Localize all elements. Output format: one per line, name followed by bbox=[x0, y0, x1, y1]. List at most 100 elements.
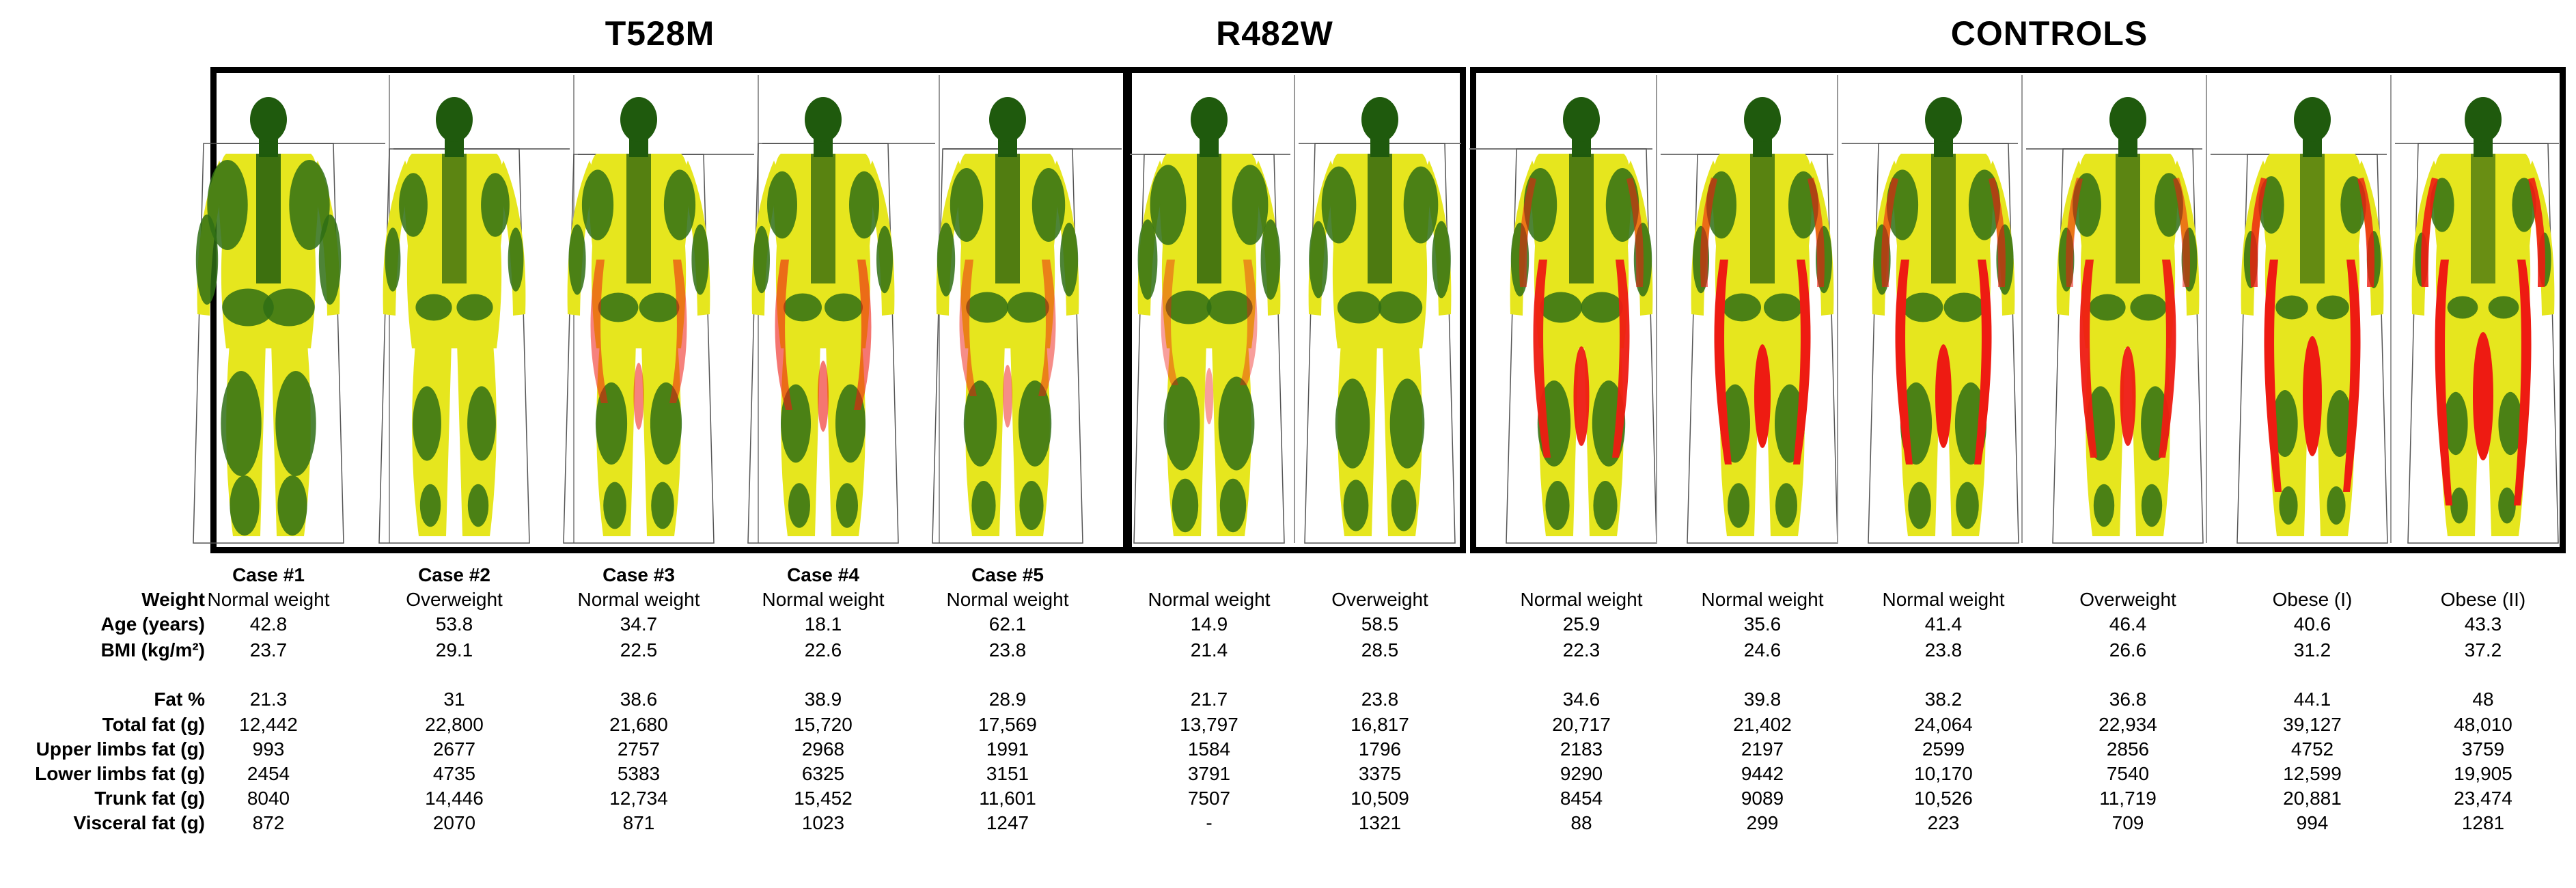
cell-bmi: 22.3 bbox=[1562, 639, 1601, 661]
cell-visceral-fat: 1321 bbox=[1358, 812, 1402, 833]
head bbox=[2294, 97, 2331, 142]
head bbox=[805, 97, 842, 142]
row-label-total-fat: Total fat (g) bbox=[102, 714, 205, 735]
row-label-trunk-fat: Trunk fat (g) bbox=[94, 788, 205, 809]
cell-age: 40.6 bbox=[2293, 613, 2331, 635]
cell-weight: Normal weight bbox=[946, 589, 1069, 610]
body-silhouette bbox=[1137, 97, 1281, 536]
cell-upper-limbs-fat: 993 bbox=[252, 738, 285, 760]
cell-age: 35.6 bbox=[1743, 613, 1782, 635]
row-label-visceral-fat: Visceral fat (g) bbox=[73, 812, 205, 833]
head bbox=[620, 97, 657, 142]
cell-lower-limbs-fat: 3151 bbox=[986, 763, 1029, 784]
group-title-r482w: R482W bbox=[1216, 14, 1333, 53]
body-scan bbox=[932, 75, 1122, 544]
region-outline bbox=[932, 148, 1083, 544]
cell-total-fat: 22,934 bbox=[2099, 714, 2157, 735]
group-title-controls: CONTROLS bbox=[1950, 14, 2148, 53]
cell-trunk-fat: 11,601 bbox=[979, 788, 1036, 809]
cell-lower-limbs-fat: 19,905 bbox=[2454, 763, 2512, 784]
cell-total-fat: 17,569 bbox=[978, 714, 1037, 735]
cell-fat-pct: 38.6 bbox=[620, 689, 658, 710]
cell-fat-pct: 36.8 bbox=[2109, 689, 2147, 710]
cell-weight: Normal weight bbox=[577, 589, 700, 610]
row-label-fat-pct: Fat % bbox=[154, 689, 205, 710]
region-outline bbox=[378, 148, 530, 544]
cell-fat-pct: 44.1 bbox=[2293, 689, 2331, 710]
cell-upper-limbs-fat: 2856 bbox=[2106, 738, 2150, 760]
cell-total-fat: 12,442 bbox=[239, 714, 298, 735]
cell-lower-limbs-fat: 6325 bbox=[801, 763, 845, 784]
cell-bmi: 22.6 bbox=[804, 639, 842, 661]
body-silhouette bbox=[1691, 97, 1834, 536]
cell-lower-limbs-fat: 3375 bbox=[1358, 763, 1402, 784]
body-scan bbox=[193, 97, 385, 544]
body-scan bbox=[1294, 75, 1461, 544]
cell-age: 43.3 bbox=[2464, 613, 2502, 635]
region-outline bbox=[747, 143, 899, 544]
cell-visceral-fat: 1281 bbox=[2461, 812, 2505, 833]
body-scan bbox=[2206, 75, 2388, 544]
cell-trunk-fat: 7507 bbox=[1187, 788, 1231, 809]
cell-trunk-fat: 8454 bbox=[1560, 788, 1603, 809]
cell-weight: Normal weight bbox=[762, 589, 885, 610]
cell-fat-pct: 28.9 bbox=[988, 689, 1027, 710]
cell-trunk-fat: 9089 bbox=[1741, 788, 1784, 809]
cell-lower-limbs-fat: 12,599 bbox=[2283, 763, 2342, 784]
body-scan bbox=[563, 75, 754, 544]
row-label-lower-limbs-fat: Lower limbs fat (g) bbox=[35, 763, 205, 784]
region-outline bbox=[193, 143, 344, 544]
case-label: Case #1 bbox=[232, 564, 305, 585]
body-scan bbox=[1130, 97, 1290, 544]
cell-visceral-fat: - bbox=[1206, 812, 1213, 833]
cell-age: 41.4 bbox=[1924, 613, 1963, 635]
cell-bmi: 26.6 bbox=[2109, 639, 2147, 661]
cell-fat-pct: 34.6 bbox=[1562, 689, 1601, 710]
cell-visceral-fat: 223 bbox=[1927, 812, 1960, 833]
cell-fat-pct: 31 bbox=[443, 689, 465, 710]
row-label-upper-limbs-fat: Upper limbs fat (g) bbox=[36, 738, 205, 760]
region-outline bbox=[1868, 143, 2019, 544]
case-label: Case #2 bbox=[418, 564, 490, 585]
head bbox=[250, 97, 287, 142]
region-outline bbox=[2407, 143, 2559, 544]
cell-upper-limbs-fat: 2599 bbox=[1922, 738, 1965, 760]
cell-bmi: 24.6 bbox=[1743, 639, 1782, 661]
cell-fat-pct: 38.9 bbox=[804, 689, 842, 710]
body-silhouette bbox=[1308, 97, 1452, 536]
cell-upper-limbs-fat: 2677 bbox=[432, 738, 476, 760]
cell-age: 25.9 bbox=[1562, 613, 1601, 635]
cell-age: 58.5 bbox=[1361, 613, 1399, 635]
cell-lower-limbs-fat: 5383 bbox=[617, 763, 661, 784]
cell-total-fat: 24,064 bbox=[1914, 714, 1973, 735]
body-silhouette bbox=[567, 97, 710, 536]
cell-bmi: 29.1 bbox=[435, 639, 473, 661]
row-label-weight: Weight bbox=[141, 589, 205, 610]
cell-upper-limbs-fat: 2757 bbox=[617, 738, 661, 760]
cell-visceral-fat: 872 bbox=[252, 812, 285, 833]
cell-visceral-fat: 2070 bbox=[432, 812, 476, 833]
row-label-bmi: BMI (kg/m²) bbox=[100, 639, 205, 661]
cell-fat-pct: 39.8 bbox=[1743, 689, 1782, 710]
cell-total-fat: 13,797 bbox=[1180, 714, 1238, 735]
cell-weight: Obese (I) bbox=[2272, 589, 2353, 610]
cell-upper-limbs-fat: 1796 bbox=[1358, 738, 1402, 760]
head bbox=[1925, 97, 1962, 142]
body-silhouette bbox=[2411, 97, 2555, 536]
cell-fat-pct: 48 bbox=[2472, 689, 2494, 710]
group-title-t528m: T528M bbox=[605, 14, 715, 53]
cell-lower-limbs-fat: 7540 bbox=[2106, 763, 2150, 784]
cell-age: 34.7 bbox=[620, 613, 658, 635]
cell-trunk-fat: 8040 bbox=[247, 788, 290, 809]
body-silhouette bbox=[751, 97, 895, 536]
cell-trunk-fat: 11,719 bbox=[2099, 788, 2157, 809]
cell-fat-pct: 21.7 bbox=[1190, 689, 1228, 710]
cell-upper-limbs-fat: 2183 bbox=[1560, 738, 1603, 760]
cell-trunk-fat: 10,509 bbox=[1351, 788, 1409, 809]
cell-visceral-fat: 994 bbox=[2296, 812, 2329, 833]
head bbox=[1563, 97, 1600, 142]
cell-bmi: 28.5 bbox=[1361, 639, 1399, 661]
cell-lower-limbs-fat: 3791 bbox=[1187, 763, 1231, 784]
cell-trunk-fat: 20,881 bbox=[2283, 788, 2342, 809]
